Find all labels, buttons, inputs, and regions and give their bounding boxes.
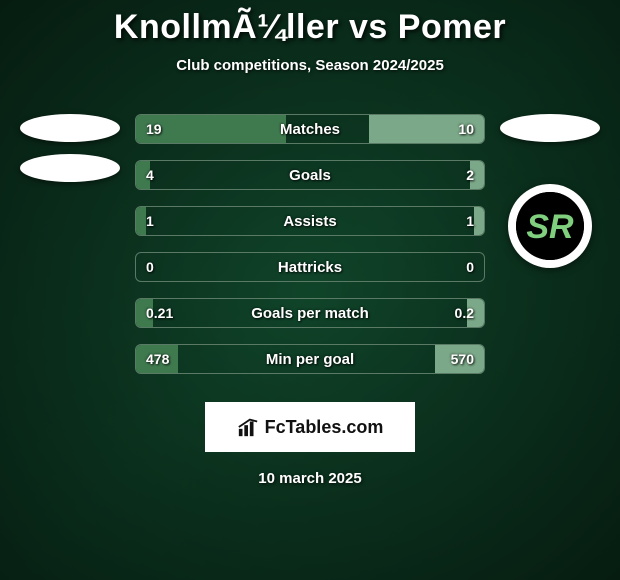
stat-value-right: 0.2 — [455, 305, 474, 321]
left-team-logos — [15, 114, 125, 182]
stat-value-right: 10 — [458, 121, 474, 137]
stat-label: Goals per match — [251, 305, 369, 322]
stats-area: 19Matches104Goals21Assists10Hattricks00.… — [0, 114, 620, 374]
stat-label: Min per goal — [266, 351, 354, 368]
club-crest-icon: SR — [516, 192, 584, 260]
footer-label: FcTables.com — [265, 417, 384, 438]
stat-row: 0.21 Goals per match 0.2 — [135, 298, 485, 328]
stat-value-left: 4 — [146, 167, 154, 183]
stat-value-left: 478 — [146, 351, 169, 367]
right-team-logos: SR — [495, 114, 605, 268]
stat-row: 19 Matches 10 — [135, 114, 485, 144]
stat-label: Hattricks — [278, 259, 342, 276]
stat-value-right: 1 — [466, 213, 474, 229]
stat-value-left: 19 — [146, 121, 162, 137]
team-logo-circle: SR — [508, 184, 592, 268]
stat-value-left: 0.21 — [146, 305, 173, 321]
stat-row: 1 Assists 1 — [135, 206, 485, 236]
team-logo-ellipse-3 — [500, 114, 600, 142]
stat-row: 4 Goals 2 — [135, 160, 485, 190]
stat-value-right: 570 — [451, 351, 474, 367]
svg-text:SR: SR — [526, 208, 574, 246]
page-title: KnollmÃ¼ller vs Pomer — [0, 8, 620, 47]
team-logo-ellipse-2 — [20, 154, 120, 182]
stat-label: Assists — [283, 213, 336, 230]
stat-row: 0 Hattricks 0 — [135, 252, 485, 282]
stat-bar-left — [136, 207, 146, 235]
stat-rows: 19Matches104Goals21Assists10Hattricks00.… — [135, 114, 485, 374]
subtitle: Club competitions, Season 2024/2025 — [0, 57, 620, 74]
chart-icon — [237, 416, 259, 438]
stat-row: 478 Min per goal 570 — [135, 344, 485, 374]
stat-label: Matches — [280, 121, 340, 138]
stat-value-right: 2 — [466, 167, 474, 183]
stat-value-right: 0 — [466, 259, 474, 275]
team-logo-inner: SR — [516, 192, 584, 260]
footer-badge[interactable]: FcTables.com — [205, 402, 415, 452]
stat-value-left: 1 — [146, 213, 154, 229]
comparison-card: KnollmÃ¼ller vs Pomer Club competitions,… — [0, 0, 620, 487]
date-line: 10 march 2025 — [0, 470, 620, 487]
stat-label: Goals — [289, 167, 331, 184]
stat-bar-right — [474, 207, 484, 235]
stat-value-left: 0 — [146, 259, 154, 275]
team-logo-ellipse-1 — [20, 114, 120, 142]
